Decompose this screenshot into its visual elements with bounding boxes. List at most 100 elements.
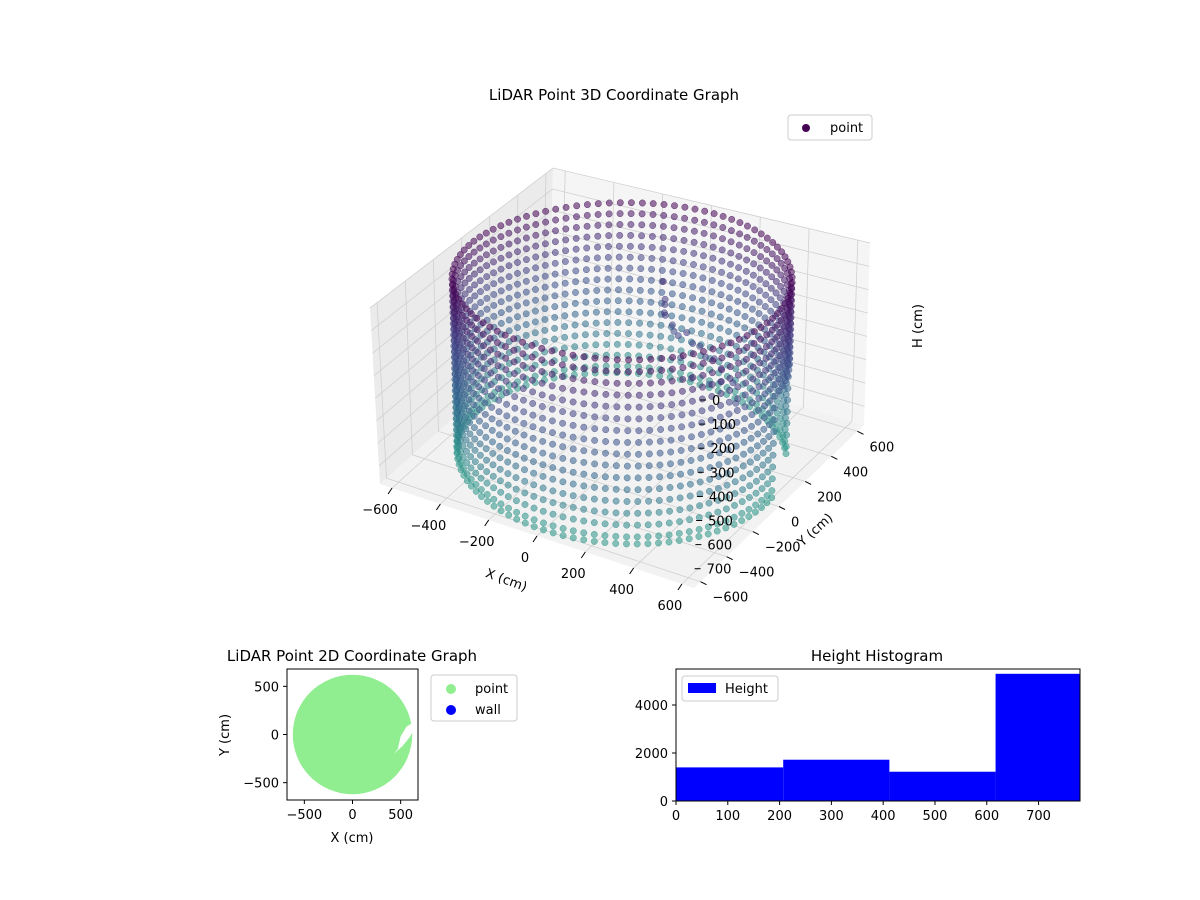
data-point bbox=[679, 364, 687, 372]
data-point bbox=[490, 484, 498, 492]
data-point bbox=[741, 391, 749, 399]
data-point bbox=[708, 277, 716, 284]
data-point bbox=[470, 248, 478, 256]
data-point bbox=[656, 449, 664, 457]
data-point bbox=[514, 259, 521, 266]
data-point bbox=[743, 344, 751, 351]
data-point bbox=[764, 468, 772, 476]
data-point bbox=[614, 297, 622, 305]
data-point bbox=[552, 216, 560, 224]
data-point bbox=[646, 331, 654, 339]
data-point bbox=[571, 321, 579, 329]
data-point bbox=[528, 341, 536, 349]
data-point bbox=[709, 243, 717, 251]
data-point bbox=[591, 448, 599, 456]
data-point bbox=[591, 436, 599, 444]
data-point bbox=[502, 366, 510, 374]
data-point bbox=[603, 319, 611, 327]
data-point bbox=[755, 406, 762, 414]
data-point bbox=[505, 305, 513, 313]
data-point bbox=[464, 350, 472, 358]
data-point bbox=[583, 201, 591, 209]
data-point bbox=[768, 350, 775, 358]
data-point bbox=[519, 385, 527, 393]
data-point bbox=[551, 313, 559, 321]
data-point bbox=[724, 458, 732, 465]
data-point bbox=[569, 363, 577, 371]
data-point bbox=[602, 390, 610, 398]
data-point bbox=[699, 348, 707, 355]
z-tick-label: 100 bbox=[711, 418, 736, 433]
data-point bbox=[646, 320, 654, 328]
y-tick-label: 0 bbox=[271, 729, 279, 744]
data-point bbox=[679, 281, 687, 289]
data-point bbox=[559, 454, 567, 462]
data-point bbox=[497, 500, 505, 508]
data-point bbox=[531, 329, 539, 337]
data-point bbox=[696, 502, 704, 510]
data-point bbox=[647, 276, 655, 284]
data-point bbox=[581, 342, 589, 350]
data-point bbox=[551, 292, 559, 300]
data-point bbox=[772, 278, 780, 285]
data-point bbox=[483, 479, 491, 487]
data-point bbox=[529, 446, 537, 454]
data-point bbox=[763, 234, 771, 242]
data-point bbox=[561, 301, 569, 309]
data-point bbox=[541, 251, 549, 259]
data-point bbox=[725, 410, 733, 418]
data-point bbox=[768, 326, 776, 334]
data-point bbox=[734, 371, 742, 379]
data-point bbox=[613, 391, 621, 399]
data-point bbox=[455, 306, 463, 314]
data-point bbox=[689, 340, 697, 347]
z-tick-label: 600 bbox=[707, 539, 732, 554]
data-point bbox=[465, 384, 473, 392]
data-point bbox=[503, 447, 511, 454]
data-point bbox=[634, 521, 641, 529]
data-point bbox=[635, 403, 643, 411]
data-point bbox=[647, 355, 655, 363]
data-point bbox=[590, 537, 598, 545]
data-point bbox=[532, 296, 539, 304]
data-point bbox=[462, 305, 470, 313]
data-point bbox=[542, 229, 549, 237]
data-point bbox=[733, 309, 741, 317]
data-point bbox=[717, 378, 725, 386]
data-point bbox=[551, 281, 559, 289]
data-point bbox=[657, 390, 665, 398]
data-point bbox=[645, 450, 653, 458]
data-point bbox=[678, 423, 686, 431]
data-point bbox=[707, 428, 715, 436]
data-point bbox=[777, 328, 785, 336]
data-point bbox=[708, 404, 715, 412]
data-point bbox=[765, 421, 773, 429]
data-point bbox=[707, 321, 715, 329]
data-point bbox=[688, 409, 696, 417]
data-point bbox=[601, 473, 609, 481]
data-point bbox=[782, 443, 790, 451]
data-point bbox=[513, 508, 521, 516]
data-point bbox=[707, 440, 715, 448]
data-point bbox=[602, 438, 610, 445]
data-point bbox=[594, 200, 602, 208]
data-point bbox=[777, 282, 785, 290]
y-tick-label: 400 bbox=[843, 465, 868, 480]
data-point bbox=[624, 439, 632, 446]
data-point bbox=[752, 489, 760, 497]
data-point bbox=[658, 266, 666, 274]
data-point bbox=[538, 344, 546, 352]
data-point bbox=[691, 205, 699, 213]
data-point bbox=[690, 227, 698, 235]
data-point bbox=[669, 257, 677, 265]
data-point bbox=[511, 393, 519, 401]
data-point bbox=[532, 275, 540, 283]
data-point bbox=[678, 314, 686, 322]
data-point bbox=[778, 248, 786, 256]
data-point bbox=[637, 254, 645, 262]
data-point bbox=[503, 400, 511, 408]
data-point bbox=[625, 308, 633, 316]
data-point bbox=[777, 316, 785, 324]
data-point bbox=[551, 303, 559, 311]
data-point bbox=[530, 523, 538, 531]
